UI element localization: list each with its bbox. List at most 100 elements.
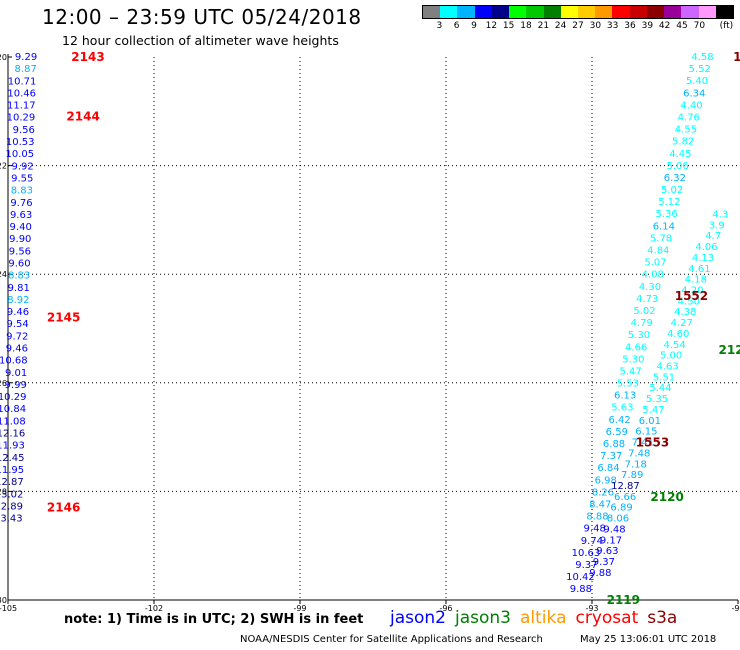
wave-height-value: 3.9	[709, 220, 725, 231]
pass-label: 2120	[650, 490, 683, 504]
wave-height-value: 10.46	[7, 88, 36, 99]
satellite-key-item: jason3	[455, 608, 511, 628]
legend-swatch	[612, 6, 630, 18]
wave-height-value: 10.29	[7, 113, 36, 124]
lat-tick-label: -22	[0, 162, 7, 171]
wave-height-value: 9.63	[10, 210, 32, 221]
wave-height-value: 4.76	[678, 112, 700, 123]
legend-label: 45	[676, 21, 688, 31]
wave-height-value: 4.08	[642, 270, 664, 281]
wave-height-value: 5.35	[646, 394, 668, 405]
wave-height-value: 6.88	[603, 439, 625, 450]
legend-label: 33	[606, 21, 619, 31]
wave-height-value: 10.42	[566, 572, 595, 583]
legend-swatch	[681, 6, 699, 18]
wave-height-value: 9.29	[15, 52, 37, 63]
legend-labels: 3 6 9 12 15 18 21 24 27 30 33 36 39 42 45 70 (ft)	[422, 19, 734, 33]
satellite-key-item: s3a	[647, 608, 678, 628]
wave-height-value: 10.53	[6, 137, 35, 148]
wave-height-value: 12.16	[0, 429, 25, 440]
wave-height-value: 4.3	[712, 209, 728, 220]
wave-height-value: 11.08	[0, 416, 26, 427]
footer-note: note: 1) Time is in UTC; 2) SWH is in fe…	[64, 612, 364, 627]
wave-height-value: 9.46	[7, 307, 29, 318]
satellite-key: jason2 jason3 altika cryosat s3a	[390, 608, 686, 628]
wave-height-value: 4.54	[664, 340, 686, 351]
wave-height-value: 9.40	[10, 222, 32, 233]
pass-label: 1553	[636, 436, 669, 450]
wave-height-value: 4.61	[688, 264, 710, 275]
wave-height-value: 9.81	[8, 283, 30, 294]
wave-height-value: 4.27	[671, 318, 693, 329]
wave-height-value: 8.83	[8, 271, 30, 282]
wave-height-value: 9.92	[11, 161, 33, 172]
wave-height-value: 8.06	[607, 514, 629, 525]
legend-swatch	[457, 6, 475, 18]
credit-line: NOAA/NESDIS Center for Satellite Applica…	[240, 634, 543, 645]
wave-height-value: 9.46	[6, 344, 28, 355]
legend-swatch	[595, 6, 613, 18]
pass-label: 2119	[607, 593, 640, 607]
wave-height-value: 9.37	[593, 557, 615, 568]
pass-label: 2143	[71, 50, 104, 64]
wave-height-value: 7.41	[632, 438, 654, 449]
legend-label: 3	[436, 21, 443, 31]
track: 4.585.525.406.344.404.76 4.555.824.455.06…	[566, 52, 714, 595]
legend-label: 42	[658, 21, 671, 31]
color-legend: 3 6 9 12 15 18 21 24 27 30 33 36 39 42 45 70 (ft)	[422, 5, 734, 33]
wave-height-value: 12.89	[0, 501, 23, 512]
wave-height-value: 4.18	[685, 275, 707, 286]
wave-height-value: 5.40	[686, 76, 708, 87]
legend-label: 70	[693, 21, 706, 31]
wave-height-value: 6.01	[639, 416, 661, 427]
wave-height-value: 5.30	[628, 330, 650, 341]
page-subtitle: 12 hour collection of altimeter wave hei…	[62, 33, 339, 48]
legend-label: 18	[520, 21, 532, 31]
wave-height-value: 4.60	[667, 329, 689, 340]
satellite-key-item: cryosat	[575, 608, 639, 628]
legend-swatch	[577, 6, 596, 18]
wave-height-value: 10.68	[0, 356, 28, 367]
wave-height-value: 6.42	[608, 415, 630, 426]
wave-height-value: 8.47	[589, 499, 611, 510]
wave-height-value: 5.52	[689, 64, 711, 75]
wave-height-value: 5.47	[642, 405, 664, 416]
wave-height-value: 7.89	[621, 470, 643, 481]
wave-height-value: 5.06	[667, 161, 689, 172]
legend-label: 27	[572, 21, 584, 31]
pass-label: 2145	[47, 311, 80, 325]
wave-height-value: 9.54	[6, 319, 28, 330]
wave-height-value: 10.84	[0, 404, 26, 415]
lat-tick-label: -24	[0, 270, 7, 279]
lon-tick-label: -93	[585, 604, 598, 613]
wave-height-value: 5.82	[672, 137, 694, 148]
wave-height-tracks: 9.298.8710.7110.4611.1710.299.5610.5310.…	[0, 52, 728, 595]
lon-tick-label: -102	[145, 604, 163, 613]
pass-label: 1552	[675, 289, 708, 303]
legend-swatch	[423, 6, 441, 18]
wave-height-value: 5.02	[661, 185, 683, 196]
wave-height-value: 9.99	[5, 380, 27, 391]
wave-height-value: 4.66	[625, 342, 647, 353]
wave-height-value: 5.63	[611, 403, 633, 414]
pass-label: 2144	[66, 110, 99, 124]
lat-tick-label: -26	[0, 379, 7, 388]
wave-height-value: 9.76	[10, 198, 32, 209]
legend-swatch	[715, 6, 733, 18]
wave-height-value: 6.89	[610, 503, 632, 514]
wave-height-value: 9.01	[5, 368, 27, 379]
lon-tick-label: -96	[439, 604, 452, 613]
wave-height-value: 4.06	[695, 242, 717, 253]
wave-height-value: 4.79	[631, 318, 653, 329]
legend-label: 36	[624, 21, 636, 31]
wave-height-value: 6.13	[614, 391, 636, 402]
wave-height-value: 5.53	[617, 379, 639, 390]
lat-tick-label: -20	[0, 53, 7, 62]
wave-height-value: 13.02	[0, 489, 23, 500]
wave-height-value: 6.15	[635, 427, 657, 438]
wave-height-value: 5.51	[653, 372, 675, 383]
generation-timestamp: May 25 13:06:01 UTC 2018	[580, 634, 717, 645]
wave-height-value: 9.90	[9, 234, 31, 245]
wave-height-value: 4.40	[680, 100, 702, 111]
satellite-key-item: altika	[520, 608, 567, 628]
